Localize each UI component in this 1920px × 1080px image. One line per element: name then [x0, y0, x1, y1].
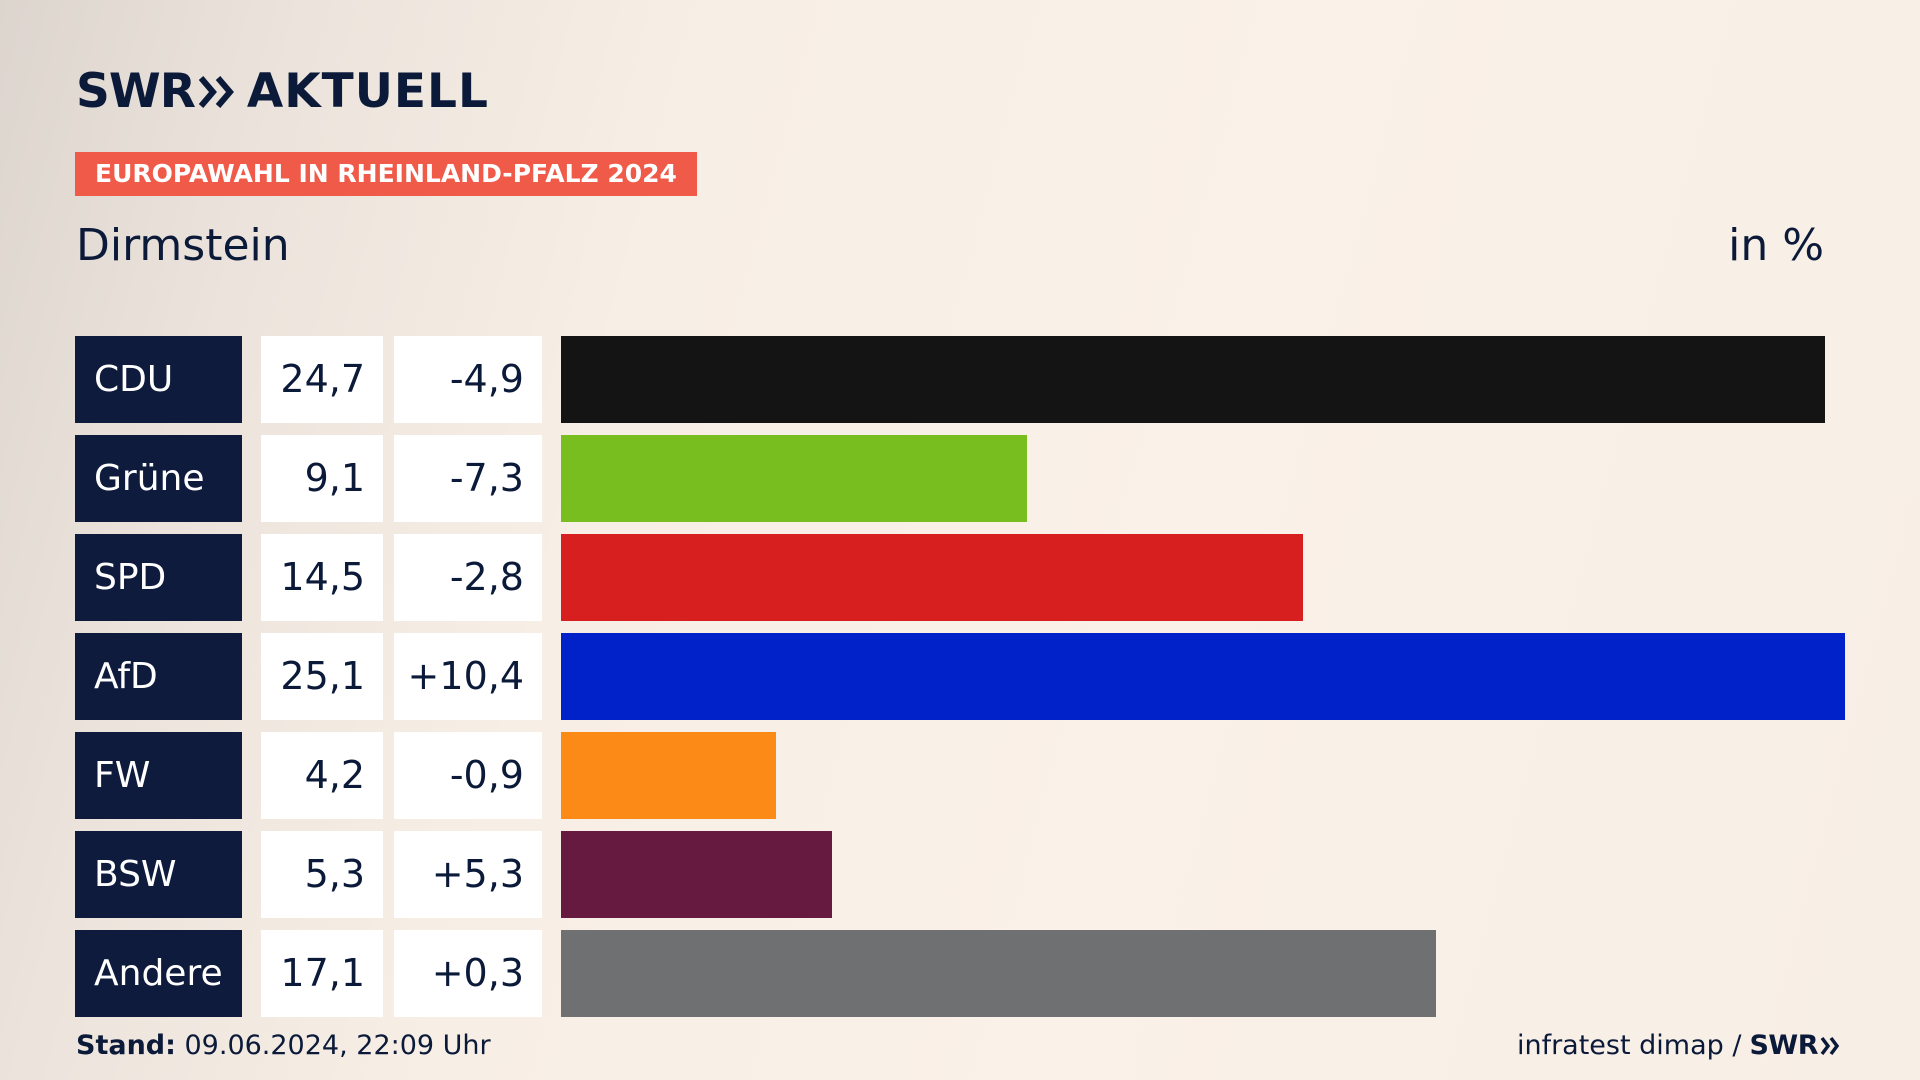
vote-share-label: 14,5	[261, 534, 383, 621]
result-bar	[561, 831, 832, 918]
logo-brand: SWR	[76, 64, 196, 119]
result-bar	[561, 930, 1436, 1017]
result-bar	[561, 732, 776, 819]
result-row: Andere 17,1 +0,3	[0, 930, 1920, 1017]
vote-share-label: 24,7	[261, 336, 383, 423]
logo-product: AKTUELL	[246, 64, 489, 119]
result-row: AfD 25,1 +10,4	[0, 633, 1920, 720]
party-label: CDU	[75, 336, 242, 423]
change-label: +5,3	[394, 831, 542, 918]
election-banner: EUROPAWAHL IN RHEINLAND-PFALZ 2024	[75, 152, 697, 196]
result-row: FW 4,2 -0,9	[0, 732, 1920, 819]
party-label: SPD	[75, 534, 242, 621]
vote-share-label: 25,1	[261, 633, 383, 720]
unit-label: in %	[1728, 220, 1824, 271]
result-row: CDU 24,7 -4,9	[0, 336, 1920, 423]
result-row: SPD 14,5 -2,8	[0, 534, 1920, 621]
result-bar	[561, 435, 1027, 522]
timestamp: Stand: 09.06.2024, 22:09 Uhr	[76, 1030, 491, 1061]
result-bar	[561, 633, 1845, 720]
result-row: BSW 5,3 +5,3	[0, 831, 1920, 918]
vote-share-label: 17,1	[261, 930, 383, 1017]
change-label: +10,4	[394, 633, 542, 720]
logo: SWR AKTUELL	[76, 68, 489, 115]
source-text: infratest dimap /	[1516, 1030, 1742, 1061]
result-row: Grüne 9,1 -7,3	[0, 435, 1920, 522]
change-label: -4,9	[394, 336, 542, 423]
chevron-right-icon	[1820, 1036, 1840, 1055]
party-label: Grüne	[75, 435, 242, 522]
change-label: -2,8	[394, 534, 542, 621]
result-bar	[561, 534, 1303, 621]
vote-share-label: 5,3	[261, 831, 383, 918]
party-label: BSW	[75, 831, 242, 918]
change-label: -0,9	[394, 732, 542, 819]
source-credit: infratest dimap / SWR	[1517, 1030, 1842, 1061]
change-label: +0,3	[394, 930, 542, 1017]
change-label: -7,3	[394, 435, 542, 522]
party-label: AfD	[75, 633, 242, 720]
stand-value: 09.06.2024, 22:09 Uhr	[175, 1030, 491, 1061]
party-label: FW	[75, 732, 242, 819]
chevron-right-icon	[198, 75, 234, 108]
vote-share-label: 9,1	[261, 435, 383, 522]
result-bar	[561, 336, 1825, 423]
stand-label: Stand:	[76, 1030, 176, 1061]
party-label: Andere	[75, 930, 242, 1017]
region-title: Dirmstein	[76, 220, 290, 271]
source-brand: SWR	[1749, 1030, 1818, 1061]
vote-share-label: 4,2	[261, 732, 383, 819]
